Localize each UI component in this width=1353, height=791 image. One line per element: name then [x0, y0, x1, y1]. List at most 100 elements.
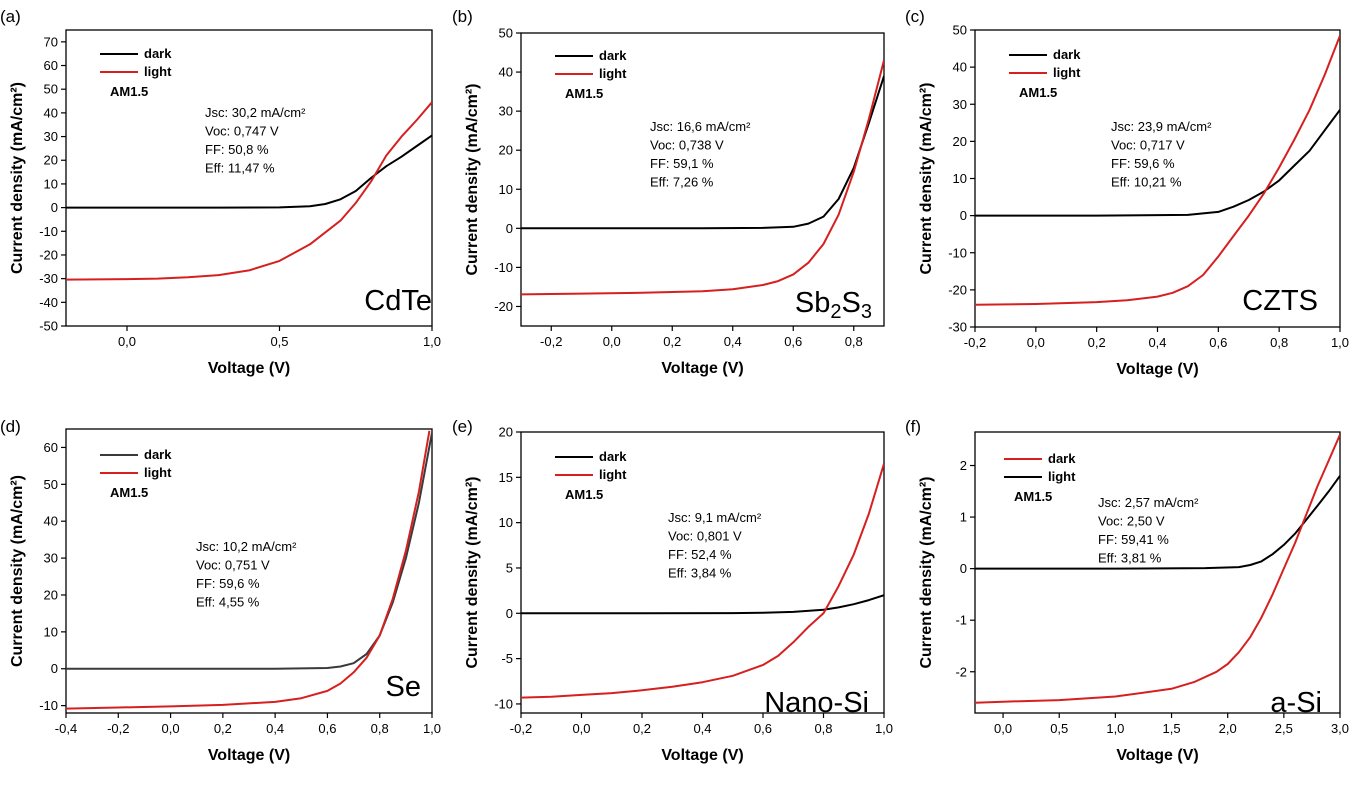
series-line-dark [66, 134, 432, 209]
x-tick-label: 0,8 [1270, 335, 1288, 350]
y-axis-label: Current density (mA/cm²) [918, 476, 935, 668]
stat-line: Jsc: 23,9 mA/cm² [1111, 119, 1212, 134]
series-line-light [975, 35, 1340, 306]
y-axis-label: Current density (mA/cm²) [918, 82, 935, 274]
material-label: Sb2S3 [795, 287, 872, 323]
y-tick-label: 10 [953, 171, 967, 186]
y-tick-label: 10 [499, 515, 513, 530]
x-tick-label: 0,4 [1148, 335, 1166, 350]
y-tick-label: 50 [499, 26, 513, 41]
stat-line: FF: 50,8 % [205, 142, 269, 157]
stat-line: Jsc: 9,1 mA/cm² [668, 510, 762, 525]
legend-label-light: light [599, 66, 627, 81]
plot-frame [520, 32, 885, 327]
panel-label: (c) [905, 7, 925, 26]
y-tick-label: 0 [51, 661, 58, 676]
x-tick-label: 0,2 [633, 721, 651, 736]
stat-line: Jsc: 30,2 mA/cm² [205, 105, 306, 120]
y-tick-label: -20 [494, 299, 513, 314]
panel-label: (d) [0, 417, 21, 436]
y-tick-label: 30 [44, 129, 58, 144]
x-tick-label: 0,6 [318, 721, 336, 736]
y-tick-label: 20 [499, 143, 513, 158]
y-tick-label: 50 [44, 477, 58, 492]
x-tick-label: 0,0 [162, 721, 180, 736]
series-line-dark [975, 109, 1340, 217]
x-axis-label: Voltage (V) [1116, 361, 1198, 378]
y-tick-label: 30 [953, 97, 967, 112]
y-tick-label: 50 [953, 23, 967, 38]
x-axis-label: Voltage (V) [208, 360, 290, 377]
chart-panel-5: (f) 0,0 0,5 1,0 1,5 2,0 2,5 3,0 -2 -1 0 1 2 Voltage (… [905, 417, 1349, 764]
x-tick-label: 0,8 [371, 721, 389, 736]
stat-line: Eff: 3,84 % [668, 566, 732, 581]
y-tick-label: -50 [39, 319, 58, 334]
y-tick-label: -5 [501, 651, 513, 666]
legend-label-dark: dark [144, 447, 172, 462]
illumination-label: AM1.5 [1019, 85, 1057, 100]
stat-line: Jsc: 10,2 mA/cm² [196, 539, 297, 554]
x-tick-label: 1,0 [1106, 721, 1124, 736]
x-tick-label: 1,5 [1162, 721, 1180, 736]
y-tick-label: 0 [506, 221, 513, 236]
y-tick-label: 0 [960, 208, 967, 223]
x-tick-label: 0,0 [994, 721, 1012, 736]
legend-label-light: light [1048, 469, 1076, 484]
stat-line: Eff: 10,21 % [1111, 175, 1182, 190]
series-line-dark [66, 432, 432, 670]
x-axis-label: Voltage (V) [661, 747, 743, 764]
x-tick-label: 1,0 [1331, 335, 1349, 350]
x-tick-label: 0,4 [266, 721, 284, 736]
y-tick-label: -30 [948, 320, 967, 335]
y-tick-label: 60 [44, 440, 58, 455]
x-tick-label: 0,0 [1027, 335, 1045, 350]
material-label: Nano-Si [764, 687, 869, 719]
stat-line: FF: 59,6 % [1111, 156, 1175, 171]
legend-label-dark: dark [1048, 451, 1076, 466]
x-tick-label: -0,2 [510, 721, 532, 736]
panel-label: (e) [452, 417, 473, 436]
chart-panel-4: (e) -0,2 0,0 0,2 0,4 0,6 0,8 1,0 -10 -5 0 5 10 15 20 Vo… [452, 417, 893, 764]
y-tick-label: 70 [44, 34, 58, 49]
x-tick-label: 2,5 [1275, 721, 1293, 736]
stat-line: FF: 59,6 % [196, 576, 260, 591]
y-tick-label: -30 [39, 271, 58, 286]
material-label: CZTS [1242, 285, 1318, 317]
x-tick-label: 0,0 [118, 334, 136, 349]
stat-line: Voc: 2,50 V [1098, 514, 1165, 529]
illumination-label: AM1.5 [110, 485, 148, 500]
stat-line: FF: 59,41 % [1098, 532, 1169, 547]
stat-line: Voc: 0,751 V [196, 558, 270, 573]
y-tick-label: -10 [948, 245, 967, 260]
y-tick-label: 40 [953, 60, 967, 75]
x-tick-label: 1,0 [875, 721, 893, 736]
y-tick-label: -40 [39, 295, 58, 310]
material-label-part: 3 [861, 301, 872, 323]
x-tick-label: 0,2 [214, 721, 232, 736]
y-tick-label: 30 [499, 104, 513, 119]
y-tick-label: 50 [44, 82, 58, 97]
series-line-light [521, 60, 884, 296]
x-tick-label: 0,8 [845, 334, 863, 349]
y-tick-label: 1 [960, 510, 967, 525]
series-line-light [975, 475, 1340, 570]
stat-line: FF: 52,4 % [668, 547, 732, 562]
y-tick-label: 15 [499, 470, 513, 485]
legend-label-dark: dark [599, 48, 627, 63]
stat-line: Jsc: 2,57 mA/cm² [1098, 495, 1199, 510]
y-tick-label: -1 [955, 613, 967, 628]
y-tick-label: 20 [953, 134, 967, 149]
legend-label-dark: dark [144, 46, 172, 61]
y-tick-label: 40 [44, 514, 58, 529]
x-tick-label: 0,2 [1088, 335, 1106, 350]
stat-line: FF: 59,1 % [650, 156, 714, 171]
chart-panel-0: (a) 0,0 0,5 1,0 -50 -40 -30 -20 -10 0 10 20 30 40 50 60… [0, 7, 441, 377]
plot-frame [65, 428, 433, 714]
chart-panel-3: (d) -0,4 -0,2 0,0 0,2 0,4 0,6 0,8 1,0 -10 0 10 20 30 4… [0, 417, 441, 764]
y-axis-label: Current density (mA/cm²) [9, 475, 26, 667]
y-tick-label: 10 [44, 624, 58, 639]
legend-label-light: light [1053, 65, 1081, 80]
legend-label-light: light [144, 465, 172, 480]
x-tick-label: 0,5 [1050, 721, 1068, 736]
y-tick-label: 10 [44, 176, 58, 191]
